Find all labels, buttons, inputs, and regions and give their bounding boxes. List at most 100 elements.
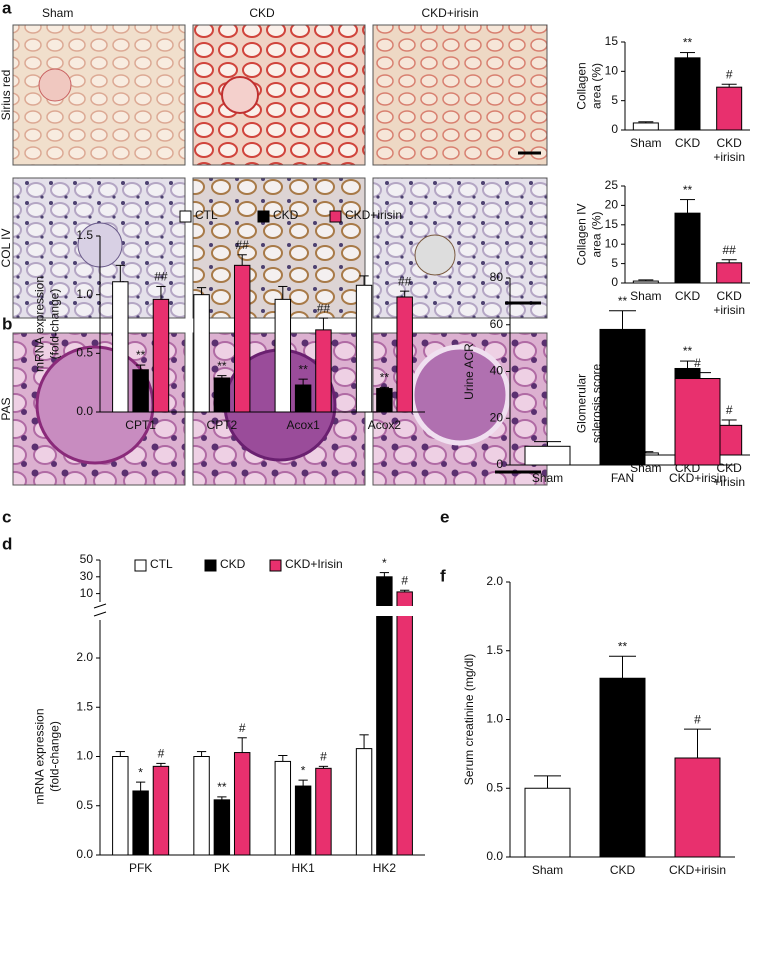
error-bar: [278, 285, 288, 300]
error-bar: [359, 275, 369, 286]
bar: [274, 760, 292, 856]
bar: [355, 284, 373, 413]
x-tick-label: CKD+irisin: [713, 136, 745, 164]
bar: [716, 262, 743, 284]
error-bar: [115, 751, 125, 757]
axis-break-mark: [93, 603, 107, 609]
error-bar: [278, 755, 288, 762]
x-tick-label: CKD+irisin: [713, 289, 745, 317]
significance-label: #: [320, 750, 327, 764]
significance-label: **: [298, 362, 308, 376]
bar: [674, 757, 721, 858]
y-tick-label: 10: [80, 586, 94, 600]
error-bar: [534, 775, 561, 789]
error-bar: [135, 364, 146, 370]
y-tick-label: 0.5: [486, 780, 503, 794]
legend-swatch: [269, 559, 282, 572]
x-tick-label: CKD: [675, 136, 701, 150]
legend-swatch: [204, 559, 217, 572]
bar: [632, 280, 659, 284]
bar: [193, 756, 210, 856]
bar: [716, 86, 743, 131]
bar: [132, 790, 149, 856]
micrograph: [12, 24, 186, 166]
bar: [674, 57, 701, 131]
bar: [233, 264, 251, 413]
y-tick-label: 1.0: [486, 712, 503, 726]
significance-label: ##: [722, 243, 736, 257]
y-axis-label: (fold-change): [48, 289, 62, 360]
micrograph: [372, 24, 548, 166]
significance-label: ##: [236, 238, 250, 252]
legend-label: CTL: [150, 557, 173, 571]
significance-label: **: [136, 348, 146, 362]
x-tick-label: PK: [214, 861, 230, 875]
y-tick-label: 0: [611, 275, 618, 289]
glomerulus: [38, 68, 72, 102]
legend-swatch: [134, 559, 147, 572]
significance-label: *: [301, 763, 306, 777]
bar: [112, 756, 129, 856]
y-tick-label: 20: [605, 198, 619, 212]
bar: [213, 799, 231, 856]
y-tick-label: 0.0: [486, 849, 503, 863]
x-tick-label: Acox2: [368, 418, 402, 432]
y-tick-label: 0.0: [76, 847, 93, 861]
micrograph: [372, 177, 548, 319]
column-header: CKD+irisin: [421, 6, 478, 20]
micrograph: [192, 177, 366, 319]
y-axis-label: mRNA expression: [33, 276, 47, 372]
x-tick-label: Sham: [532, 471, 563, 485]
micrographs: [12, 24, 548, 486]
glomerulus: [414, 234, 456, 276]
x-tick-label: HK1: [291, 861, 315, 875]
significance-label: #: [158, 747, 165, 761]
error-bar: [217, 796, 227, 800]
legend-label: CKD: [273, 208, 299, 222]
y-tick-label: 30: [80, 569, 94, 583]
error-bar: [115, 264, 125, 282]
bar: [396, 591, 413, 856]
bar: [132, 369, 149, 413]
bar: [233, 752, 251, 856]
significance-label: #: [694, 356, 701, 370]
x-tick-label-line: CKD: [716, 289, 742, 303]
y-axis-label: Collagen: [575, 62, 589, 109]
x-tick-label-line: CKD: [716, 136, 742, 150]
error-bar: [400, 589, 410, 592]
error-bar: [680, 52, 695, 58]
y-tick-label: 20: [490, 410, 504, 424]
legend-label: CTL: [195, 208, 218, 222]
significance-label: **: [683, 344, 693, 358]
y-axis-label: area (%): [590, 211, 604, 257]
error-bar: [318, 765, 329, 769]
panel-label: f: [440, 566, 446, 585]
column-header: CKD: [249, 6, 275, 20]
error-bar: [638, 121, 654, 123]
error-bar: [156, 762, 166, 767]
error-bar: [196, 287, 207, 295]
x-tick-label-line: +irisin: [713, 475, 745, 489]
error-bar: [135, 781, 146, 791]
x-tick-label: CKD+irisin: [669, 471, 726, 485]
y-tick-label: 0.5: [76, 346, 93, 360]
significance-label: **: [380, 371, 390, 385]
y-tick-label: 10: [605, 64, 619, 78]
significance-label: *: [138, 765, 143, 779]
y-tick-label: 25: [605, 178, 619, 192]
panel-label: a: [2, 0, 12, 17]
legend-swatch: [329, 210, 342, 223]
bar: [396, 296, 413, 413]
bar: [599, 677, 646, 858]
bar: [376, 388, 393, 413]
x-tick-label: CPT2: [207, 418, 238, 432]
glomerulus: [409, 344, 511, 446]
significance-label: **: [217, 359, 227, 373]
error-bar: [196, 751, 207, 757]
significance-label: *: [382, 556, 387, 570]
y-tick-label: 1.5: [76, 228, 93, 242]
error-bar: [217, 375, 227, 378]
x-tick-label: Sham: [630, 289, 661, 303]
significance-label: ##: [154, 270, 168, 284]
y-tick-label: 15: [605, 34, 619, 48]
